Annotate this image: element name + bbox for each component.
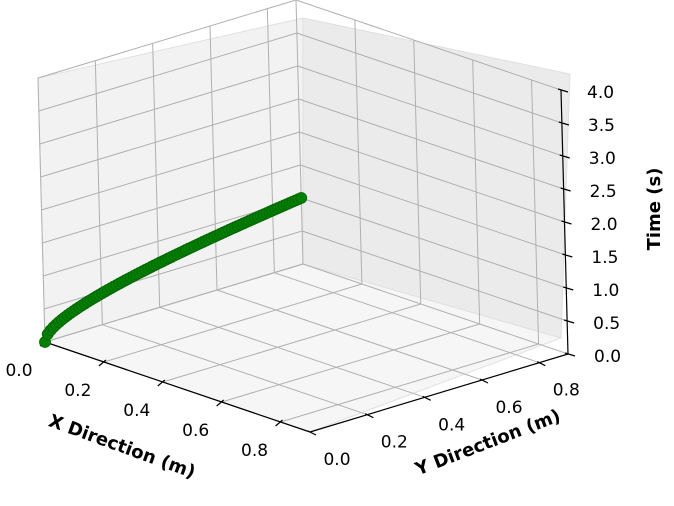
z-tick	[561, 220, 572, 225]
y-tick-label: 0.0	[323, 450, 350, 470]
z-tick	[564, 352, 576, 357]
y-tick	[307, 430, 317, 436]
z-tick-label: 3.0	[589, 149, 616, 169]
z-tick	[559, 154, 570, 159]
grid-line-y	[216, 289, 483, 381]
grid-line-z	[39, 65, 298, 145]
grid-line-z	[296, 32, 563, 124]
x-tick	[216, 399, 225, 407]
grid-line-z	[300, 164, 566, 256]
grid-line-z	[298, 98, 564, 190]
grid-line-x	[103, 283, 363, 363]
z-tick-label: 1.5	[591, 248, 618, 268]
z-tick-label: 2.0	[591, 215, 618, 235]
y-tick-label: 0.8	[553, 381, 580, 401]
y-tick	[537, 361, 546, 367]
grid-line-z	[299, 131, 565, 223]
gridlines	[37, 0, 569, 433]
z-tick-label: 3.5	[588, 116, 615, 136]
data-point	[295, 192, 308, 204]
y-axis-title: Y Direction (m)	[412, 406, 564, 481]
x-tick-label: 0.8	[241, 441, 268, 461]
x-tick	[275, 419, 283, 427]
grid-line-z	[301, 197, 567, 289]
y-tick	[422, 395, 431, 401]
x-tick-label: 0.0	[5, 361, 32, 381]
x-tick	[157, 379, 166, 387]
grid-line-y	[159, 306, 425, 398]
z-tick	[558, 121, 570, 126]
y-tick-label: 0.6	[495, 398, 522, 418]
grid-line-x	[162, 303, 421, 383]
x-axis-title: X Direction (m)	[46, 411, 198, 484]
z-tick-label: 0.5	[593, 314, 620, 334]
axis-ticks	[39, 88, 576, 436]
grid-line-z	[295, 0, 562, 91]
z-axis-title: Time (s)	[644, 168, 665, 251]
grid-line-z	[301, 230, 568, 322]
x-tick	[98, 359, 107, 367]
z-tick-label: 0.0	[594, 347, 621, 367]
z-tick	[562, 253, 573, 258]
scatter-points	[39, 192, 308, 348]
grid-line-x	[221, 323, 480, 403]
z-tick-label: 1.0	[592, 281, 619, 301]
z-tick-label: 2.5	[590, 182, 617, 202]
x-tick-label: 0.6	[182, 421, 209, 441]
z-tick	[563, 286, 574, 291]
grid-line-z	[302, 263, 569, 355]
y-tick-label: 0.2	[381, 433, 408, 453]
x-tick-label: 0.4	[123, 401, 150, 421]
y-tick	[365, 413, 374, 419]
grid-line-z	[40, 98, 299, 178]
grid-line-z	[42, 164, 301, 244]
grid-line-y	[102, 324, 368, 416]
y-tick-label: 0.4	[438, 415, 465, 435]
x-axis-line	[44, 341, 311, 433]
grid-line-y	[274, 272, 540, 364]
y-axis-line	[309, 353, 569, 433]
grid-line-z	[41, 131, 300, 211]
y-tick	[479, 378, 489, 384]
grid-line-z	[44, 263, 304, 343]
grid-line-x	[280, 343, 539, 423]
z-tick	[560, 187, 571, 192]
grid-line-z	[38, 32, 298, 112]
grid-line-z	[297, 65, 563, 157]
z-tick	[563, 319, 575, 324]
grid-line-z	[37, 0, 297, 79]
tick-labels: 0.0 0.2 0.4 0.6 0.8 0.0 0.2 0.4 0.6 0.8 0.0 0.5 1.0 1…	[5, 83, 621, 470]
x-tick-label: 0.2	[64, 381, 91, 401]
z-tick-label: 4.0	[587, 83, 614, 103]
z-tick	[557, 88, 569, 93]
